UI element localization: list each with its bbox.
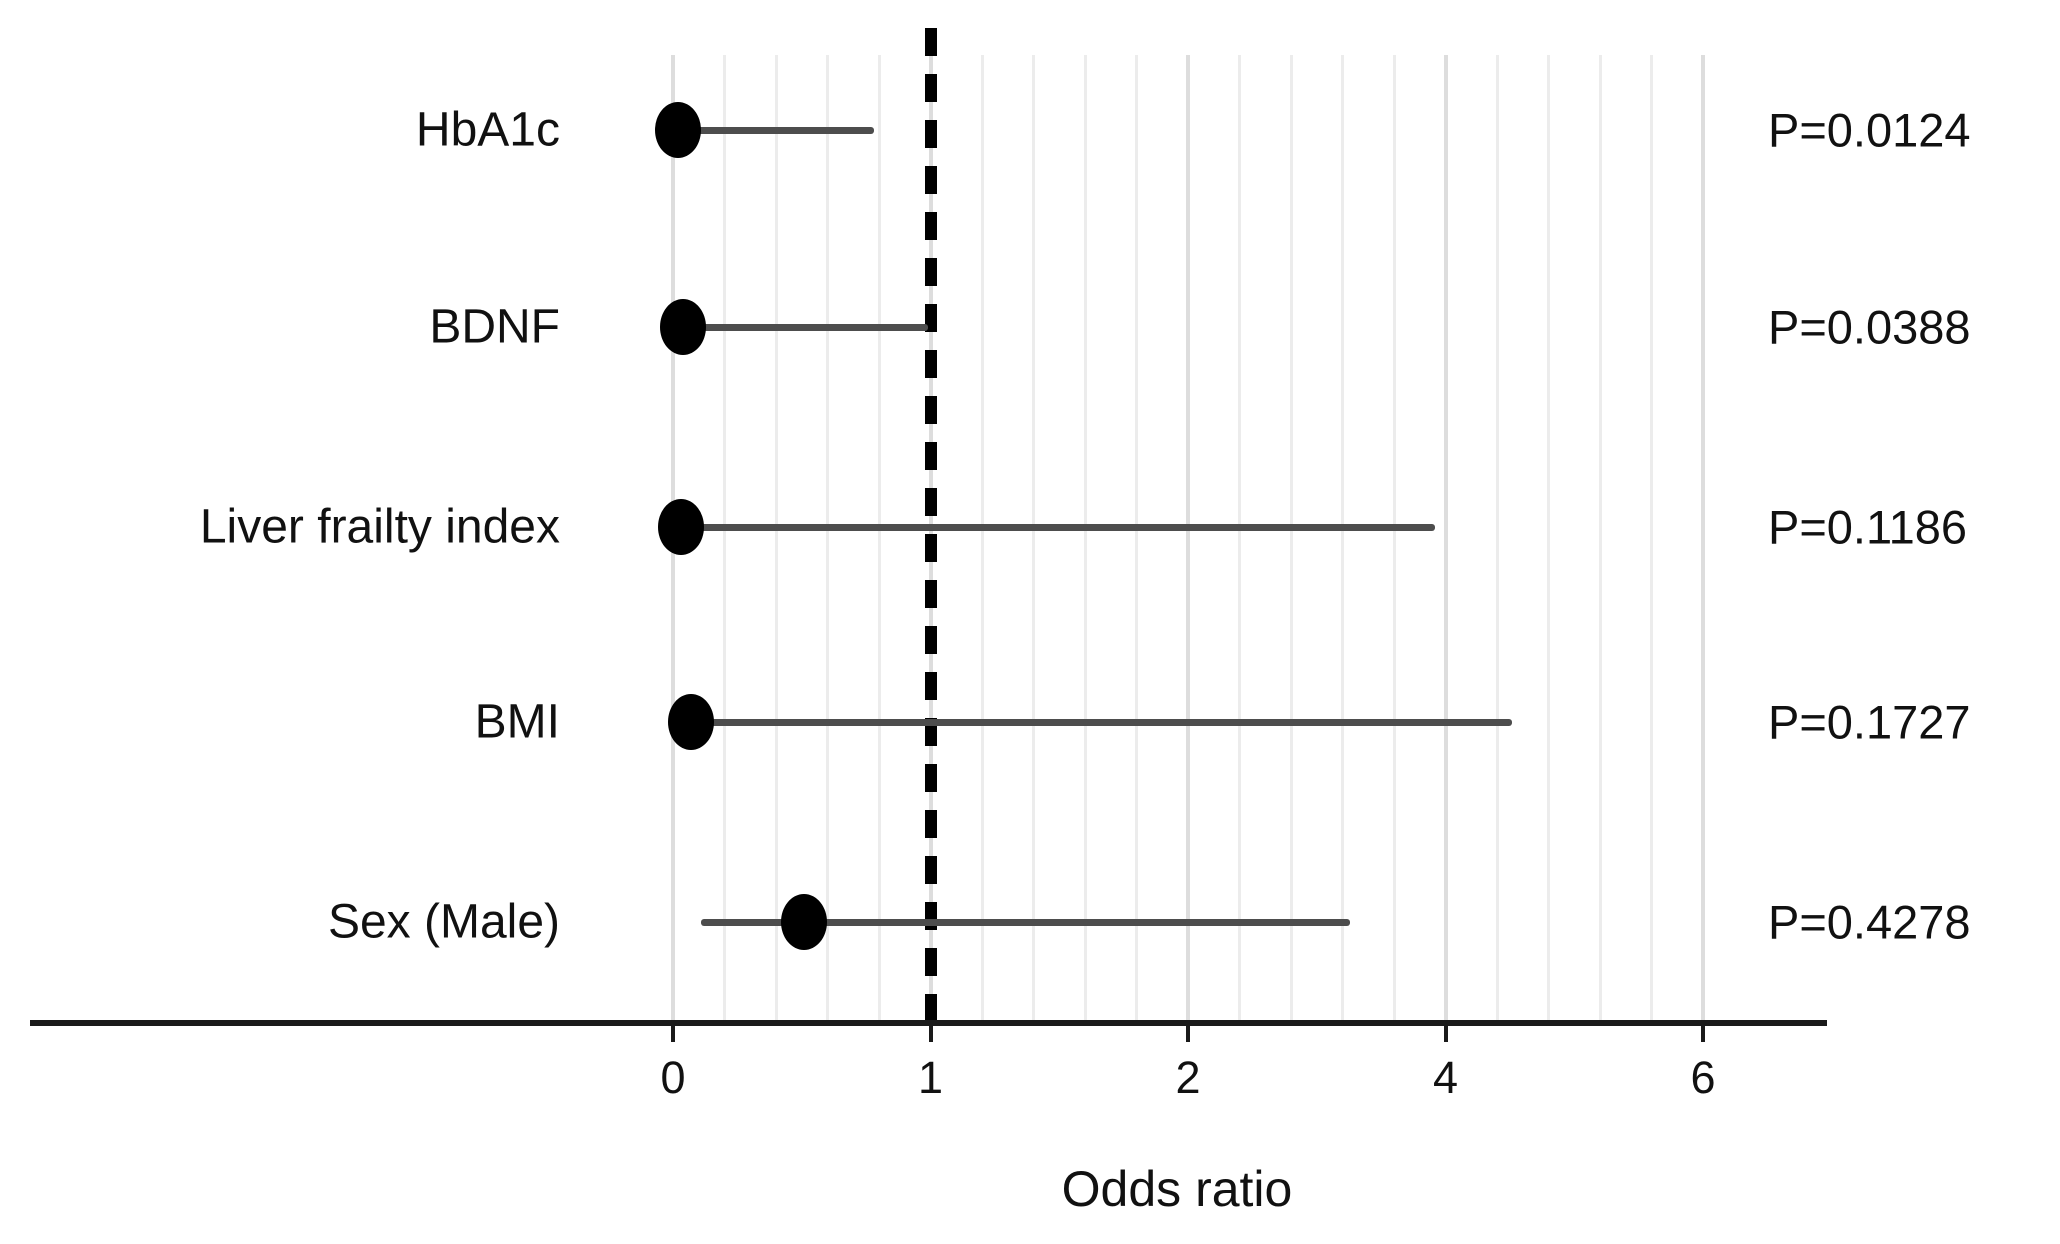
x-axis-tick	[1443, 1026, 1448, 1042]
ci-whisker	[678, 126, 874, 134]
minor-gridline	[774, 55, 778, 1020]
x-axis-tick-label: 2	[1175, 1052, 1201, 1103]
minor-gridline	[1083, 55, 1087, 1020]
row-label: BMI	[474, 695, 560, 749]
p-value-label: P=0.0124	[1768, 103, 1971, 157]
major-gridline	[1701, 55, 1705, 1020]
x-axis-tick	[928, 1026, 933, 1042]
minor-gridline	[1341, 55, 1344, 1020]
x-axis-tick	[1701, 1026, 1705, 1042]
p-value-label: P=0.1186	[1768, 500, 1968, 554]
minor-gridline	[1289, 55, 1293, 1020]
major-gridline	[1443, 55, 1448, 1020]
minor-gridline	[1598, 55, 1602, 1020]
point-marker	[657, 499, 704, 555]
minor-gridline	[1392, 55, 1396, 1020]
row-label: Sex (Male)	[327, 895, 560, 949]
x-axis-tick-label: 6	[1690, 1052, 1716, 1103]
ci-whisker	[683, 323, 928, 331]
row-label: HbA1c	[415, 103, 560, 157]
row-label: Liver frailty index	[199, 500, 560, 554]
x-axis-tick-label: 0	[660, 1052, 686, 1103]
minor-gridline	[1032, 55, 1035, 1020]
minor-gridline	[1495, 55, 1499, 1020]
x-axis-tick-label: 1	[917, 1052, 944, 1103]
point-marker	[655, 102, 702, 158]
minor-gridline	[1135, 55, 1138, 1020]
minor-gridline	[723, 55, 726, 1020]
point-marker	[668, 694, 715, 750]
x-axis-line	[30, 1020, 1827, 1026]
x-axis-title: Odds ratio	[1061, 1161, 1293, 1217]
minor-gridline	[826, 55, 829, 1020]
minor-gridline	[1650, 55, 1653, 1020]
row-label: BDNF	[429, 300, 560, 354]
x-axis-tick	[1186, 1026, 1190, 1042]
p-value-label: P=0.4278	[1768, 895, 1971, 949]
x-axis-tick	[671, 1026, 675, 1042]
ci-whisker	[691, 718, 1513, 726]
ci-whisker	[680, 523, 1436, 531]
minor-gridline	[980, 55, 984, 1020]
p-value-label: P=0.1727	[1768, 695, 1971, 749]
ci-whisker	[701, 918, 1351, 926]
major-gridline	[1186, 55, 1190, 1020]
p-value-label: P=0.0388	[1768, 300, 1971, 354]
point-marker	[660, 299, 707, 355]
point-marker	[781, 894, 828, 950]
minor-gridline	[877, 55, 881, 1020]
minor-gridline	[1238, 55, 1241, 1020]
x-axis-tick-label: 4	[1432, 1052, 1459, 1103]
minor-gridline	[1547, 55, 1550, 1020]
